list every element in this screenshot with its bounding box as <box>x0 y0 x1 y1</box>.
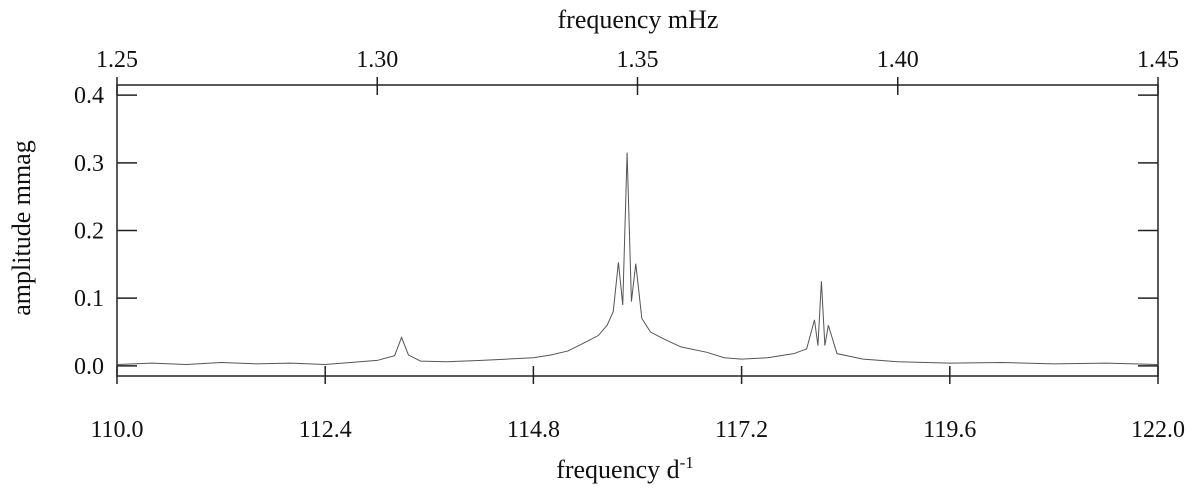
x2-tick-label: 1.25 <box>96 47 138 73</box>
x-tick-label: 114.8 <box>507 417 560 443</box>
x-tick-label: 122.0 <box>1131 417 1185 443</box>
y-tick-label: 0.1 <box>74 286 104 312</box>
y-tick-label: 0.0 <box>74 354 104 380</box>
top-axis-title: frequency mHz <box>558 5 719 34</box>
x2-tick-label: 1.35 <box>617 47 659 73</box>
x2-tick-label: 1.30 <box>356 47 398 73</box>
plot-frame <box>116 84 1159 377</box>
x-tick-label: 112.4 <box>299 417 352 443</box>
x-tick-label: 110.0 <box>90 417 143 443</box>
x-tick-label: 119.6 <box>923 417 976 443</box>
y-tick-label: 0.2 <box>74 219 104 245</box>
y-tick-label: 0.4 <box>74 83 104 109</box>
spectrum-series-line <box>116 152 1159 366</box>
x2-tick-label: 1.40 <box>877 47 919 73</box>
x-tick-label: 117.2 <box>715 417 768 443</box>
y-tick-label: 0.3 <box>74 151 104 177</box>
x2-tick-label: 1.45 <box>1137 47 1179 73</box>
bottom-axis-title: frequency d-1 <box>556 453 694 484</box>
y-axis-title: amplitude mmag <box>7 140 36 315</box>
